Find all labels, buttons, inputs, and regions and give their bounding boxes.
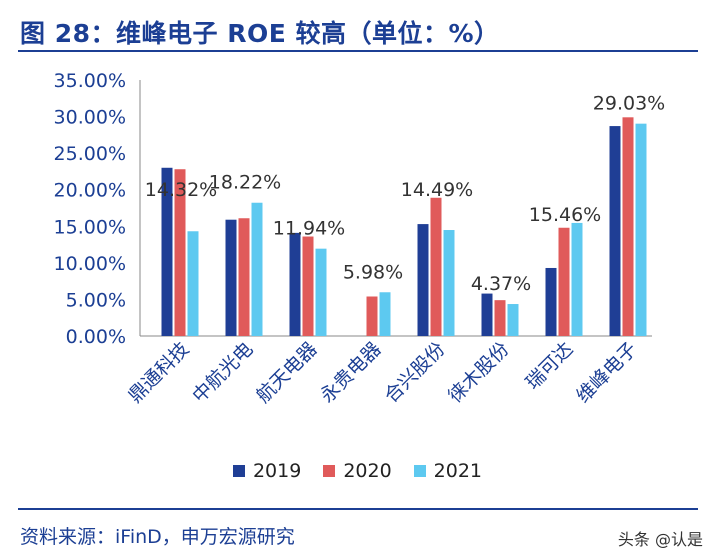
y-tick-label: 5.00% — [66, 289, 126, 311]
data-label: 5.98% — [343, 261, 403, 283]
bar-2019 — [481, 293, 493, 336]
data-label: 15.46% — [529, 204, 601, 226]
category-label: 航天电器 — [252, 338, 321, 407]
data-label: 29.03% — [593, 93, 665, 115]
bar-2020 — [174, 169, 186, 336]
bar-2020 — [430, 197, 442, 336]
bar-2020 — [238, 218, 250, 336]
bar-2021 — [635, 123, 647, 336]
bar-2019 — [225, 219, 237, 336]
source-note: 资料来源：iFinD，申万宏源研究 — [20, 526, 295, 548]
y-tick-label: 30.00% — [54, 107, 126, 129]
legend-swatch-2019 — [232, 465, 245, 477]
legend-label-2021: 2021 — [433, 460, 483, 482]
category-label: 合兴股份 — [380, 338, 449, 407]
data-label: 4.37% — [471, 273, 531, 295]
category-label: 中航光电 — [188, 338, 257, 407]
watermark: 头条 @认是 — [617, 530, 703, 549]
y-tick-label: 10.00% — [54, 253, 126, 275]
chart-legend: 2019 2020 2021 — [0, 460, 715, 482]
data-label: 18.22% — [209, 172, 281, 194]
legend-label-2019: 2019 — [252, 460, 302, 482]
bar-2020 — [622, 117, 634, 336]
legend-label-2020: 2020 — [343, 460, 392, 482]
bar-2020 — [494, 300, 506, 336]
bar-2021 — [315, 248, 327, 336]
bar-2021 — [251, 202, 263, 336]
y-tick-label: 15.00% — [54, 216, 126, 238]
legend-swatch-2021 — [413, 465, 426, 477]
bar-2019 — [545, 267, 557, 336]
bar-2021 — [379, 292, 391, 336]
bar-2021 — [507, 304, 519, 336]
y-tick-label: 35.00% — [54, 70, 126, 92]
data-label: 14.49% — [401, 179, 473, 201]
category-label: 永贵电器 — [316, 338, 385, 407]
title-divider — [18, 50, 698, 52]
category-label: 鼎通科技 — [124, 338, 193, 407]
chart-title: 图 28：维峰电子 ROE 较高（单位：%） — [20, 19, 500, 48]
data-label: 14.32% — [145, 179, 217, 201]
bar-2019 — [417, 224, 429, 336]
category-label: 维峰电子 — [572, 338, 641, 407]
legend-item-2019: 2019 — [232, 460, 302, 482]
footer-divider — [18, 508, 698, 510]
data-label: 11.94% — [273, 218, 345, 240]
y-tick-label: 0.00% — [66, 326, 126, 348]
bar-2020 — [558, 227, 570, 336]
legend-swatch-2020 — [323, 465, 336, 477]
y-tick-label: 20.00% — [54, 180, 126, 202]
legend-item-2020: 2020 — [323, 460, 392, 482]
category-label: 徕木股份 — [444, 338, 513, 407]
bar-2021 — [443, 230, 455, 336]
bar-2021 — [187, 231, 199, 336]
bar-2019 — [609, 126, 621, 336]
category-label: 瑞可达 — [522, 338, 578, 394]
bar-2020 — [366, 296, 378, 336]
legend-item-2021: 2021 — [413, 460, 483, 482]
bar-2021 — [571, 222, 583, 336]
bar-2020 — [302, 236, 314, 336]
bar-chart: 0.00% 5.00% 10.00% 15.00% 20.00% 25.00% 30.00%… — [54, 70, 666, 407]
y-tick-label: 25.00% — [54, 143, 126, 165]
bar-2019 — [161, 167, 173, 336]
bar-2019 — [289, 232, 301, 336]
